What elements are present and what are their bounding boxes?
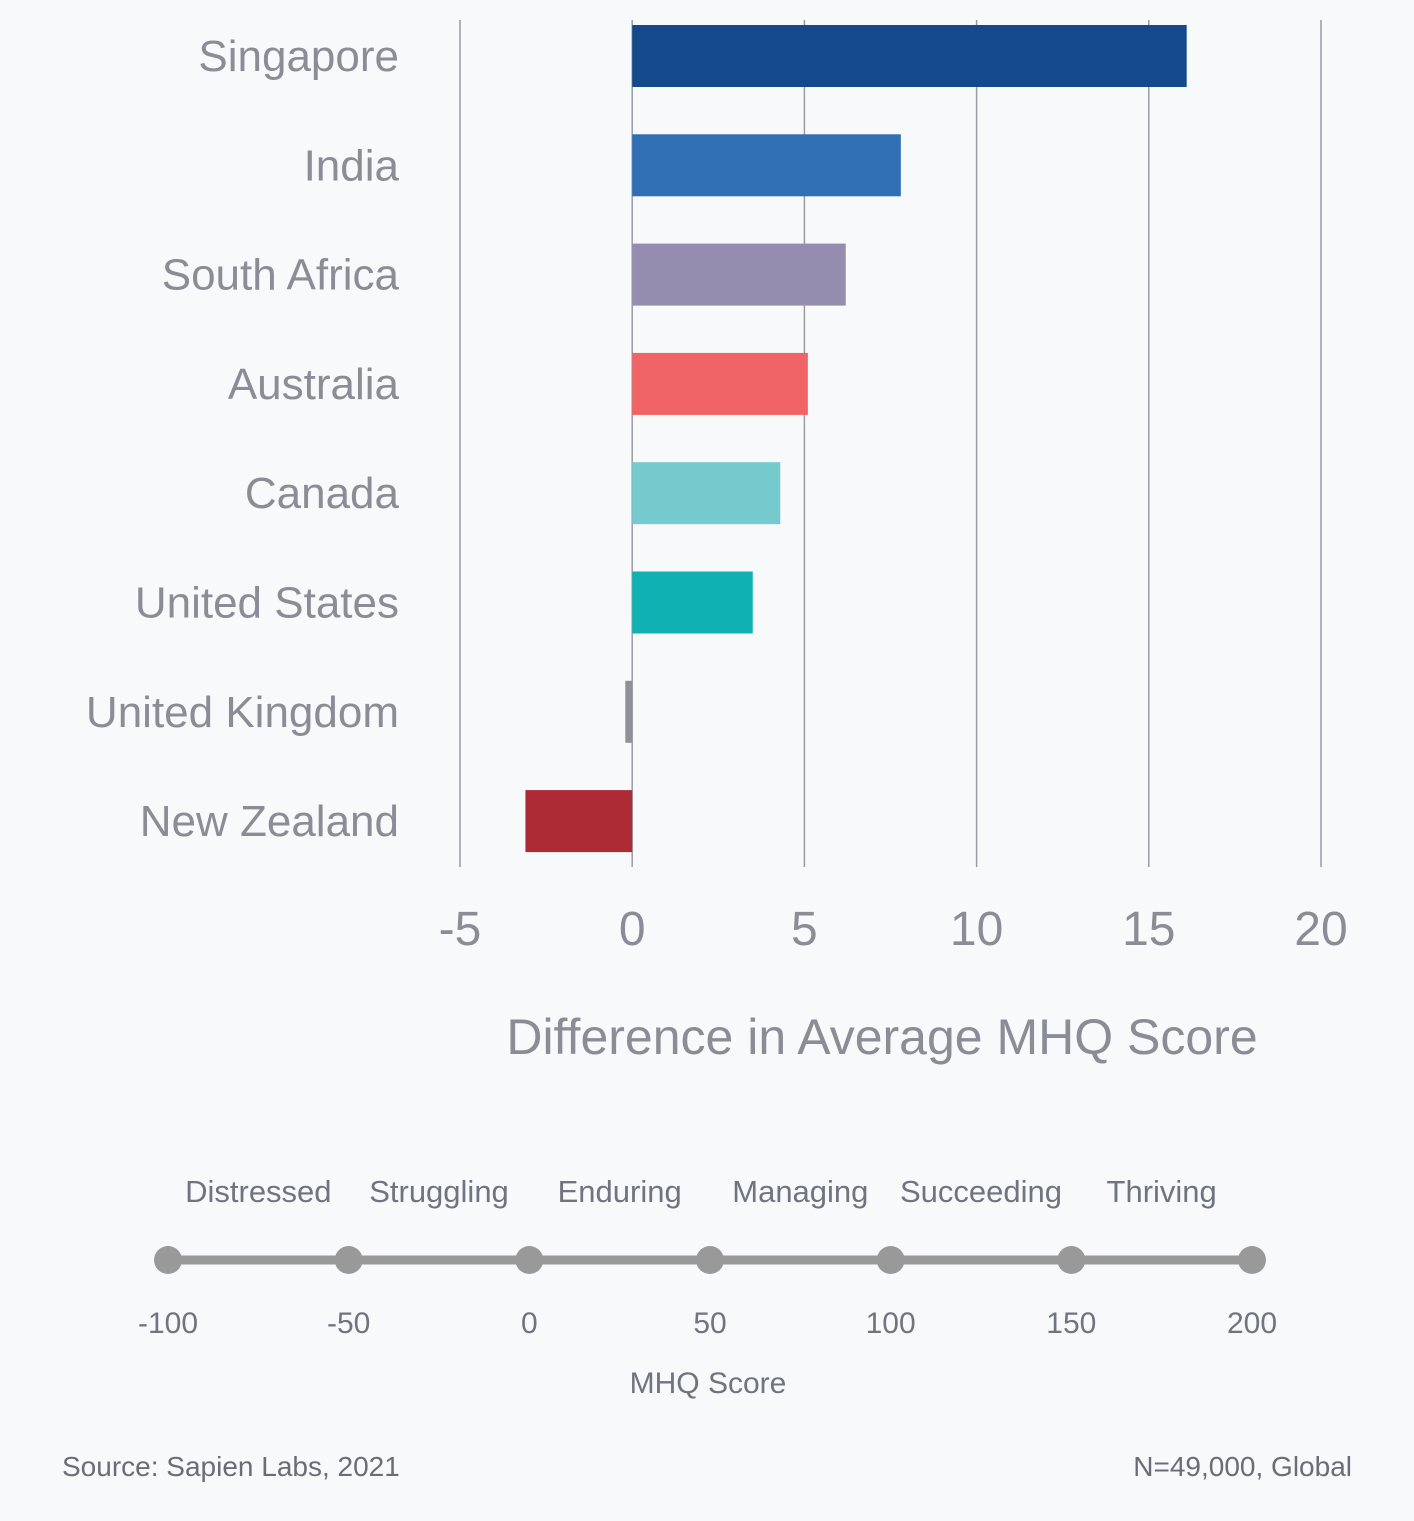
scale-tick-label: 0 xyxy=(521,1307,538,1340)
scale-dot xyxy=(334,1246,363,1274)
x-tick-label: -5 xyxy=(439,903,482,956)
bar xyxy=(632,25,1187,87)
scale-dot xyxy=(876,1246,905,1274)
scale-dot xyxy=(1057,1246,1086,1274)
x-tick-label: 15 xyxy=(1122,903,1175,956)
category-label: South Africa xyxy=(162,251,400,300)
scale-category-label: Succeeding xyxy=(900,1174,1062,1209)
scale-dot xyxy=(1238,1246,1266,1274)
scale-category-label: Managing xyxy=(732,1174,868,1209)
bar xyxy=(632,571,753,634)
category-label: United Kingdom xyxy=(86,688,399,737)
category-label: Canada xyxy=(245,469,400,518)
category-label: Singapore xyxy=(198,32,399,81)
scale-dot xyxy=(154,1246,182,1274)
scale-tick-label: 150 xyxy=(1046,1307,1096,1340)
category-label: India xyxy=(304,141,400,190)
category-label: United States xyxy=(135,579,399,628)
x-tick-label: 0 xyxy=(619,903,646,956)
category-label: New Zealand xyxy=(140,797,399,846)
scale-title: MHQ Score xyxy=(630,1367,787,1400)
category-label: Australia xyxy=(228,360,400,409)
source-note: Source: Sapien Labs, 2021 xyxy=(62,1451,400,1482)
scale-dot xyxy=(515,1246,544,1274)
mhq-scale: -100 -50 0 50 100 150 200 Distressed Struggling E… xyxy=(138,1174,1277,1340)
bar xyxy=(632,462,781,525)
scale-tick-label: -100 xyxy=(138,1307,198,1340)
scale-category-label: Enduring xyxy=(558,1174,682,1209)
category-labels: Singapore India South Africa Australia Canad… xyxy=(86,32,400,846)
bar xyxy=(525,790,633,853)
bar xyxy=(632,243,846,306)
bar xyxy=(632,352,808,415)
scale-dot xyxy=(696,1246,724,1274)
scale-tick-label: 200 xyxy=(1227,1307,1277,1340)
x-tick-label: 20 xyxy=(1294,903,1347,956)
scale-tick-label: -50 xyxy=(327,1307,370,1340)
scale-tick-label: 100 xyxy=(866,1307,916,1340)
scale-category-label: Thriving xyxy=(1107,1174,1217,1209)
scale-tick-label: 50 xyxy=(693,1307,726,1340)
scale-category-label: Distressed xyxy=(185,1174,331,1209)
bars xyxy=(525,25,1187,853)
x-tick-labels: -5 0 5 10 15 20 xyxy=(439,903,1348,956)
bar xyxy=(625,680,633,743)
x-tick-label: 10 xyxy=(950,903,1003,956)
scale-category-label: Struggling xyxy=(369,1174,509,1209)
sample-note: N=49,000, Global xyxy=(1133,1451,1352,1482)
bar xyxy=(632,134,901,197)
x-axis-title: Difference in Average MHQ Score xyxy=(506,1009,1257,1065)
x-tick-label: 5 xyxy=(791,903,818,956)
